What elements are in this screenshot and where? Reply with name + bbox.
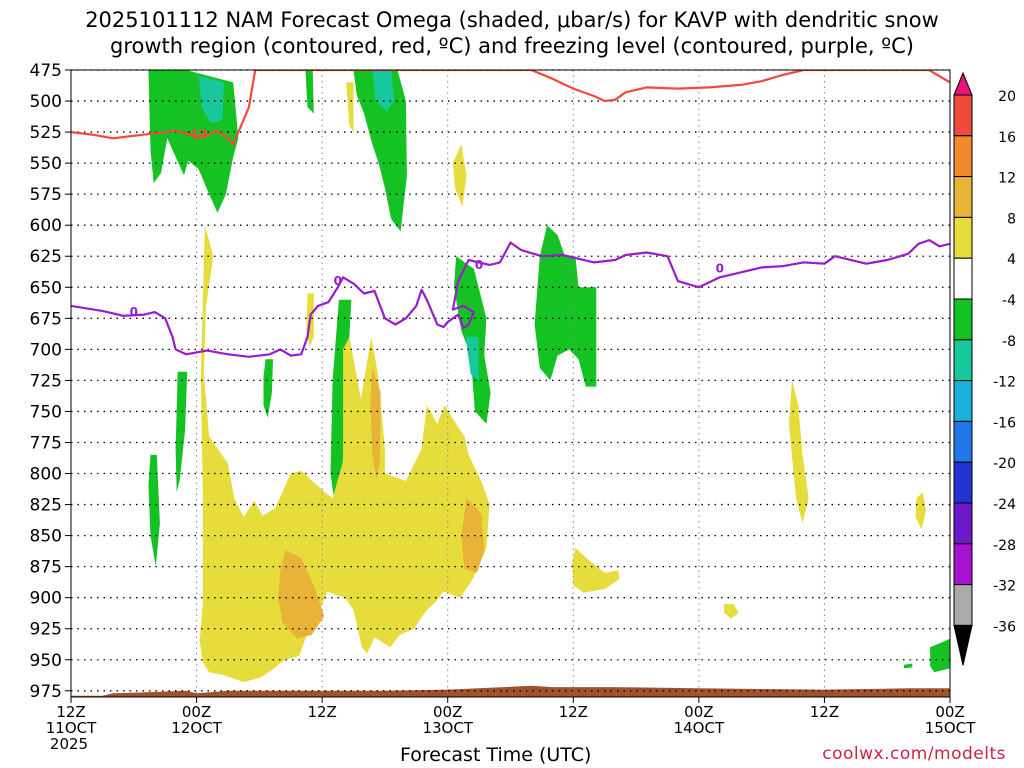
source-watermark: coolwx.com/modelts <box>822 744 1006 764</box>
contour-label: 0 <box>334 274 342 288</box>
colorbar-label: -32 <box>993 579 1016 595</box>
y-tick-label: 650 <box>30 278 62 298</box>
colorbar-label: 16 <box>998 130 1016 146</box>
colorbar-label: -8 <box>1002 334 1016 350</box>
omega-region-dark-green <box>148 454 160 567</box>
omega-region-gold <box>370 368 381 480</box>
plot-frame <box>70 69 951 698</box>
x-tick-label: 12Z <box>56 703 85 721</box>
y-tick-label: 675 <box>30 309 62 329</box>
y-tick-label: 500 <box>30 92 62 112</box>
y-tick-label: 600 <box>30 216 62 236</box>
colorbar-swatch <box>953 339 973 382</box>
x-tick-label: 15OCT <box>925 719 976 737</box>
x-tick-label: 00Z <box>935 703 964 721</box>
colorbar-arrow-bottom <box>953 624 973 666</box>
colorbar-swatch <box>953 176 973 218</box>
contour-label: 0 <box>475 258 483 272</box>
colorbar-label: 8 <box>1007 211 1016 227</box>
x-tick-label: 00Z <box>433 703 462 721</box>
y-tick-label: 625 <box>30 247 62 267</box>
omega-region-yellow <box>788 380 809 524</box>
colorbar-swatch <box>953 94 973 137</box>
omega-region-gold <box>278 550 325 639</box>
omega-region-yellow <box>724 603 739 619</box>
colorbar-swatch <box>953 257 973 300</box>
contour-label: 0 <box>130 305 138 319</box>
colorbar-swatch <box>953 502 973 545</box>
y-tick-label: 875 <box>30 558 62 578</box>
y-tick-label: 800 <box>30 465 62 485</box>
colorbar-swatch <box>953 216 973 259</box>
chart-title-line1: 2025101112 NAM Forecast Omega (shaded, μ… <box>85 8 939 32</box>
omega-region-yellow <box>452 144 467 207</box>
colorbar-swatch <box>953 584 973 626</box>
terrain-band <box>71 685 950 697</box>
y-tick-label: 550 <box>30 154 62 174</box>
omega-region-gold <box>461 498 485 573</box>
colorbar-swatch <box>953 135 973 178</box>
x-tick-label: 13OCT <box>422 719 473 737</box>
y-tick-label: 750 <box>30 402 62 422</box>
chart-title-line2: growth region (contoured, red, ºC) and f… <box>110 34 914 58</box>
colorbar-swatch <box>953 380 973 422</box>
y-tick-label: 825 <box>30 496 62 516</box>
x-axis-label: Forecast Time (UTC) <box>400 744 592 766</box>
colorbar-label: -12 <box>993 375 1016 391</box>
omega-region-dark-green <box>305 70 314 114</box>
colorbar-label: -4 <box>1002 293 1016 309</box>
x-tick-label: 00Z <box>182 703 211 721</box>
y-tick-label: 775 <box>30 433 62 453</box>
omega-region-dark-green <box>930 638 950 673</box>
y-tick-label: 950 <box>30 651 62 671</box>
colorbar-label: -24 <box>993 497 1016 513</box>
colorbar-swatch <box>953 543 973 586</box>
y-tick-label: 850 <box>30 527 62 547</box>
colorbar-label: -16 <box>993 415 1016 431</box>
omega-region-dark-green <box>904 663 913 669</box>
omega-region-dark-green <box>263 359 273 418</box>
y-tick-label: 725 <box>30 371 62 391</box>
y-tick-label: 700 <box>30 340 62 360</box>
x-tick-label: 00Z <box>684 703 713 721</box>
colorbar-label: -28 <box>993 538 1016 554</box>
colorbar-arrow-top <box>953 71 973 96</box>
x-tick-label: 2025 <box>50 735 88 753</box>
omega-region-teal <box>465 336 480 381</box>
x-tick-label: 12Z <box>559 703 588 721</box>
x-tick-label: 12OCT <box>171 719 222 737</box>
contour-freezing-level <box>71 239 950 358</box>
colorbar-label: 12 <box>998 171 1016 187</box>
y-tick-label: 900 <box>30 589 62 609</box>
colorbar-label: -36 <box>993 619 1016 635</box>
omega-region-yellow <box>572 548 620 593</box>
omega-region-dark-green <box>353 70 407 232</box>
y-tick-label: 575 <box>30 185 62 205</box>
contour-label: 0 <box>716 262 724 276</box>
y-tick-label: 975 <box>30 682 62 702</box>
x-tick-label: 11OCT <box>46 719 97 737</box>
colorbar-swatch <box>953 298 973 341</box>
colorbar-label: 4 <box>1007 252 1016 268</box>
omega-region-yellow <box>346 82 354 133</box>
contour-label: -12 <box>186 128 208 142</box>
colorbar-label: 20 <box>998 89 1016 105</box>
y-tick-label: 925 <box>30 620 62 640</box>
contour-dendritic-12c <box>71 70 950 146</box>
omega-region-yellow <box>199 225 490 683</box>
x-tick-label: 12Z <box>810 703 839 721</box>
y-tick-label: 475 <box>30 61 62 81</box>
omega-region-dark-green <box>534 225 597 387</box>
x-tick-label: 12Z <box>307 703 336 721</box>
x-tick-label: 14OCT <box>674 719 725 737</box>
omega-region-yellow <box>915 492 926 530</box>
colorbar-swatch <box>953 420 973 463</box>
omega-region-dark-green <box>175 371 188 493</box>
colorbar-swatch <box>953 461 973 504</box>
y-tick-label: 525 <box>30 123 62 143</box>
omega-region-teal <box>198 76 224 124</box>
colorbar-label: -20 <box>993 456 1016 472</box>
